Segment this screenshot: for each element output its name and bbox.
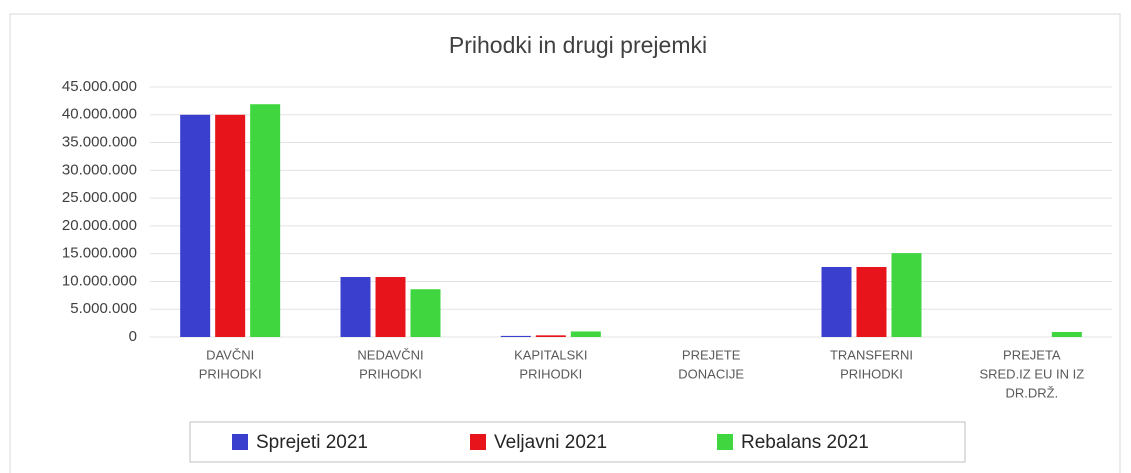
bar xyxy=(500,335,531,337)
x-tick-label: PREJETA xyxy=(1003,347,1061,362)
legend-swatch xyxy=(470,434,486,450)
bar xyxy=(410,289,441,337)
y-tick-label: 25.000.000 xyxy=(62,189,137,206)
x-tick-label: PRIHODKI xyxy=(519,366,582,381)
y-tick-label: 15.000.000 xyxy=(62,245,137,262)
bar xyxy=(375,277,406,337)
bar xyxy=(821,267,852,337)
y-tick-label: 40.000.000 xyxy=(62,106,137,123)
y-tick-label: 35.000.000 xyxy=(62,134,137,151)
legend-label: Veljavni 2021 xyxy=(494,432,607,453)
bar xyxy=(856,267,887,337)
x-tick-label: PREJETE xyxy=(682,347,741,362)
x-tick-label: NEDAVČNI xyxy=(357,347,423,362)
y-tick-label: 5.000.000 xyxy=(70,300,137,317)
y-tick-label: 0 xyxy=(129,328,137,345)
y-tick-label: 10.000.000 xyxy=(62,272,137,289)
bar xyxy=(180,114,211,338)
bar xyxy=(1051,332,1082,337)
chart-title: Prihodki in drugi prejemki xyxy=(449,32,707,58)
x-tick-label: DONACIJE xyxy=(678,366,744,381)
y-tick-label: 30.000.000 xyxy=(62,161,137,178)
bar xyxy=(891,253,922,337)
legend-box xyxy=(189,421,966,463)
x-tick-label: PRIHODKI xyxy=(359,366,422,381)
bar xyxy=(250,104,281,337)
x-tick-label: DAVČNI xyxy=(206,347,254,362)
bar xyxy=(535,335,566,337)
y-tick-label: 45.000.000 xyxy=(62,78,137,95)
bar xyxy=(215,114,246,338)
chart-frame xyxy=(9,13,1121,473)
legend-swatch xyxy=(232,434,248,450)
legend-label: Rebalans 2021 xyxy=(741,432,869,453)
x-tick-label: KAPITALSKI xyxy=(514,347,587,362)
x-tick-label: PRIHODKI xyxy=(199,366,262,381)
x-tick-label: DR.DRŽ. xyxy=(1005,385,1058,400)
bar xyxy=(340,277,371,337)
legend-swatch xyxy=(717,434,733,450)
legend-label: Sprejeti 2021 xyxy=(256,432,368,453)
bar xyxy=(570,331,601,337)
x-tick-label: TRANSFERNI xyxy=(830,347,913,362)
x-tick-label: SRED.IZ EU IN IZ xyxy=(979,366,1084,381)
x-tick-label: PRIHODKI xyxy=(840,366,903,381)
y-tick-label: 20.000.000 xyxy=(62,217,137,234)
